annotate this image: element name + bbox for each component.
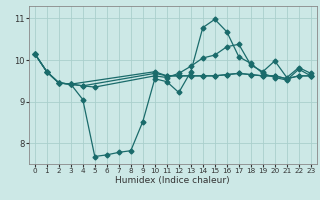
X-axis label: Humidex (Indice chaleur): Humidex (Indice chaleur)	[116, 176, 230, 185]
